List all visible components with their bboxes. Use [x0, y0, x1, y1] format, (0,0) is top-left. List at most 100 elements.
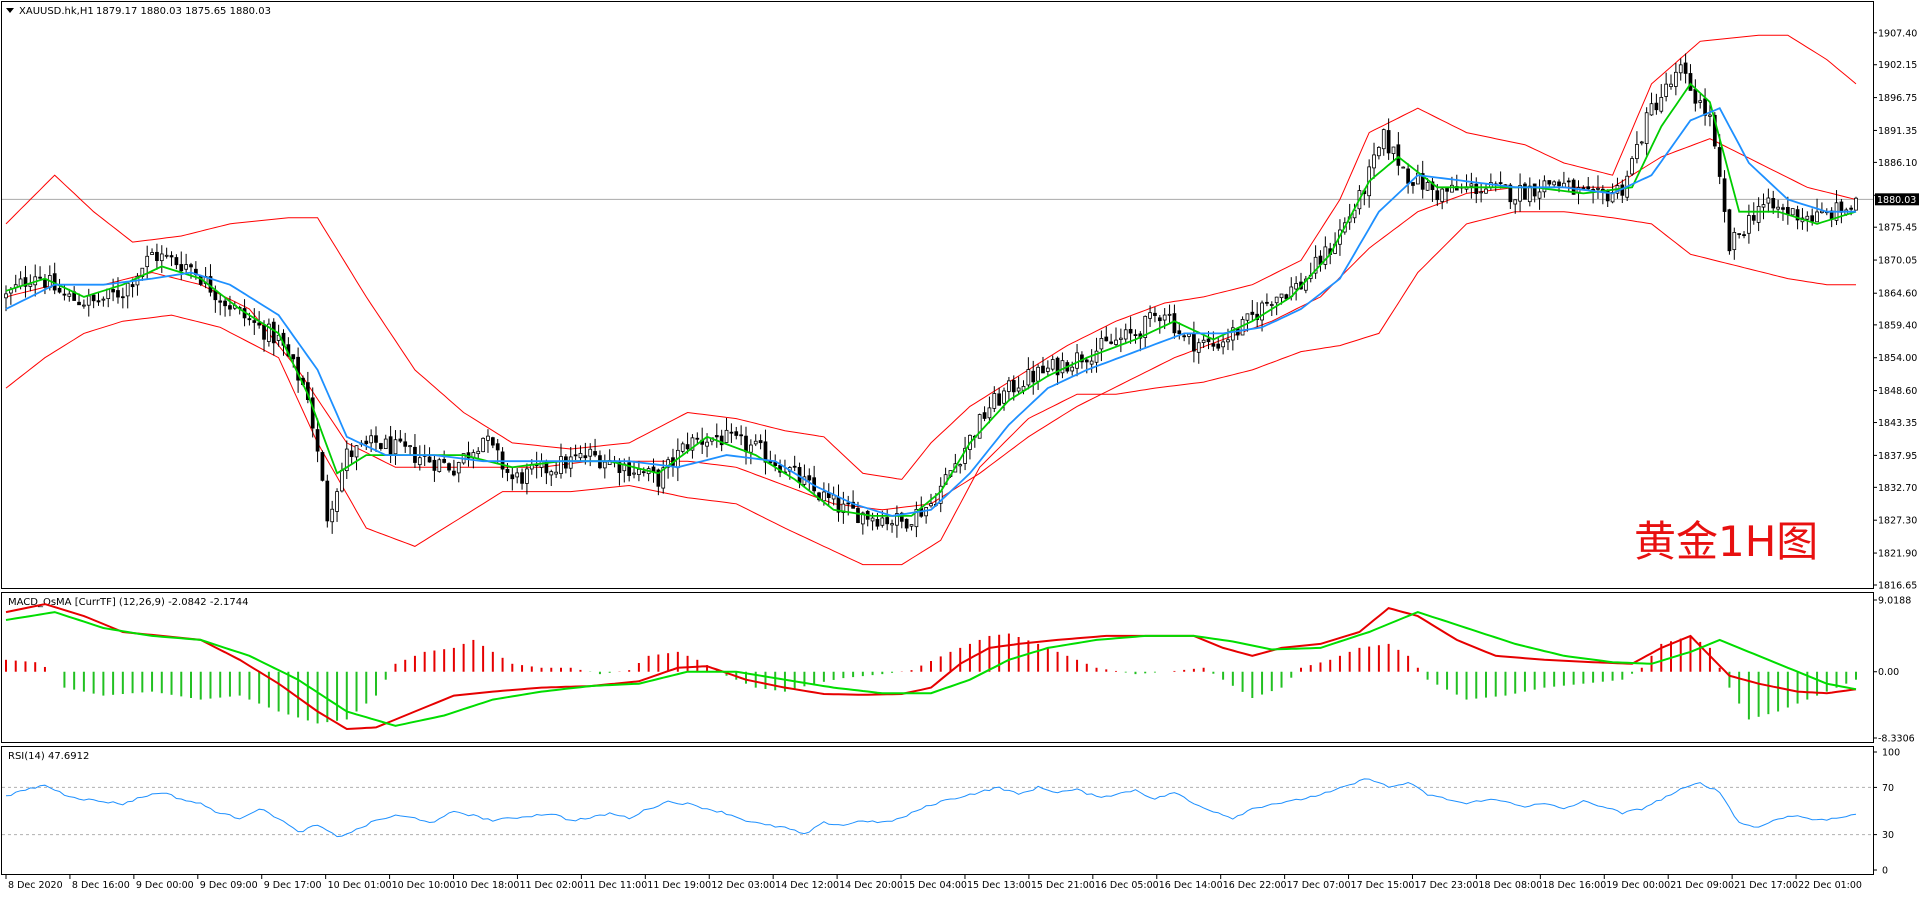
candle-body — [1177, 330, 1182, 335]
candle-body — [1795, 209, 1800, 221]
candle-body — [1016, 387, 1021, 392]
candle-body — [77, 301, 81, 306]
candle-body — [1776, 206, 1780, 210]
candle-body — [734, 431, 739, 436]
candle-body — [685, 444, 690, 450]
candle-body — [1664, 83, 1668, 97]
candle-body — [885, 517, 890, 525]
candle-body — [1031, 370, 1036, 383]
candle-body — [393, 439, 398, 455]
candle-body — [578, 453, 583, 459]
candle-body — [1508, 184, 1513, 203]
price-y-tick-label: 1827.30 — [1878, 516, 1917, 527]
candle-body — [1245, 313, 1250, 321]
price-y-tick-label: 1837.95 — [1878, 451, 1917, 462]
candle-body — [1211, 343, 1216, 347]
candle-body — [432, 459, 437, 471]
x-axis-label: 16 Dec 22:00 — [1223, 880, 1287, 891]
candle-body — [96, 300, 101, 303]
candle-body — [914, 509, 919, 528]
collapse-triangle-icon[interactable] — [6, 8, 14, 13]
candle-body — [1075, 352, 1079, 369]
x-axis-label: 14 Dec 20:00 — [839, 880, 903, 891]
candle-body — [1581, 187, 1586, 190]
ohlc-label: 1879.17 1880.03 1875.65 1880.03 — [96, 6, 271, 17]
candle-body — [719, 435, 724, 446]
candle-body — [1060, 360, 1065, 374]
candle-body — [1781, 207, 1785, 210]
x-axis-label: 9 Dec 17:00 — [264, 880, 322, 891]
candle-body — [1206, 338, 1211, 343]
candle-body — [228, 305, 232, 310]
candle-body — [520, 472, 524, 484]
candle-body — [57, 287, 62, 293]
macd-pane-frame — [1, 592, 1874, 743]
candle-body — [101, 298, 106, 301]
candle-body — [1153, 312, 1157, 316]
x-axis-label: 15 Dec 13:00 — [967, 880, 1031, 891]
candle-body — [1630, 158, 1634, 175]
candle-body — [1026, 369, 1031, 386]
candle-body — [1036, 366, 1040, 382]
x-axis-label: 9 Dec 00:00 — [136, 880, 194, 891]
candle-body — [1274, 296, 1279, 304]
candle-body — [1693, 89, 1698, 104]
candle-body — [680, 443, 685, 452]
candle-body — [1732, 232, 1737, 251]
candle-body — [1157, 317, 1162, 322]
candle-body — [1167, 313, 1172, 316]
candle-body — [388, 436, 393, 456]
candle-body — [28, 283, 33, 287]
x-axis-label: 10 Dec 10:00 — [392, 880, 456, 891]
candle-body — [452, 470, 456, 476]
candle-body — [1011, 380, 1016, 393]
candle-body — [1737, 233, 1742, 235]
candle-body — [456, 462, 461, 474]
candle-body — [661, 467, 666, 489]
candle-body — [1216, 343, 1221, 349]
candle-body — [1557, 181, 1561, 187]
candle-body — [335, 491, 339, 512]
candle-body — [427, 456, 432, 463]
symbol-header: XAUUSD.hk,H1 1879.17 1880.03 1875.65 188… — [6, 6, 271, 17]
candle-body — [1479, 191, 1483, 194]
candle-body — [1547, 180, 1552, 185]
price-y-tick-label: 1891.35 — [1878, 126, 1917, 137]
macd-main-line — [5, 603, 1857, 731]
candle-body — [1041, 365, 1045, 374]
candle-body — [593, 451, 597, 456]
candle-body — [1722, 178, 1727, 212]
price-y-tick-label: 1864.60 — [1878, 289, 1917, 300]
candle-body — [1669, 83, 1673, 87]
candle-body — [695, 437, 700, 440]
rsi-layer — [2, 778, 1873, 838]
candle-body — [841, 503, 846, 514]
candle-body — [486, 435, 490, 441]
candle-body — [369, 435, 373, 444]
x-axis-label: 9 Dec 09:00 — [200, 880, 258, 891]
candle-body — [1313, 256, 1318, 274]
candle-body — [1688, 73, 1693, 91]
candle-body — [929, 503, 933, 507]
candle-body — [1221, 341, 1225, 348]
candle-body — [1717, 147, 1722, 177]
macd-y-tick-label: -8.3306 — [1878, 734, 1915, 745]
candle-body — [880, 517, 885, 526]
x-axis-label: 21 Dec 17:00 — [1734, 880, 1798, 891]
x-axis-label: 11 Dec 19:00 — [647, 880, 711, 891]
candle-body — [1820, 210, 1824, 214]
candle-body — [656, 469, 661, 487]
price-y-tick-label: 1832.70 — [1878, 483, 1917, 494]
candle-body — [116, 290, 120, 298]
candle-body — [1279, 293, 1284, 299]
candle-body — [262, 325, 266, 340]
x-axis-label: 11 Dec 11:00 — [583, 880, 647, 891]
candle-body — [549, 471, 554, 476]
candle-body — [1391, 146, 1396, 155]
price-y-tick-label: 1821.90 — [1878, 549, 1917, 560]
candle-body — [583, 455, 588, 459]
candle-body — [1566, 180, 1571, 183]
candle-body — [1513, 199, 1518, 205]
